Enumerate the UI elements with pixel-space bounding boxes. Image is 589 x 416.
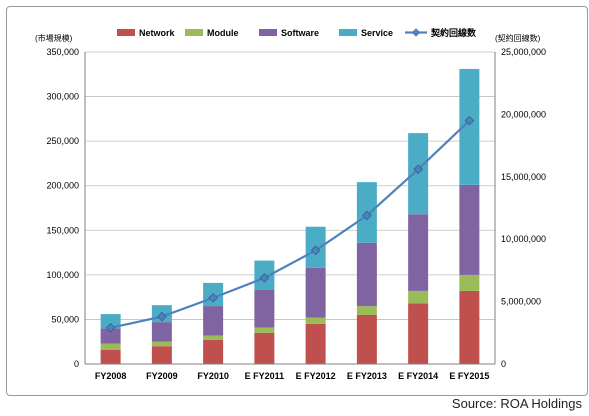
bar-segment-module [356, 306, 377, 315]
right-tick-label: 25,000,000 [501, 47, 546, 57]
line-series [105, 115, 475, 333]
bar-segment-network [151, 346, 172, 364]
bar-segment-network [459, 290, 480, 364]
category-label: FY2010 [197, 371, 229, 381]
category-label: E FY2013 [347, 371, 387, 381]
category-label: E FY2011 [245, 371, 285, 381]
bar-segment-module [203, 335, 224, 340]
bar-segment-software [305, 267, 326, 318]
bar-segment-module [254, 327, 275, 333]
bar-segment-software [151, 322, 172, 342]
legend-label: Network [139, 28, 176, 38]
line-point [464, 115, 475, 126]
left-tick-label: 200,000 [46, 181, 79, 191]
bar-segment-module [305, 317, 326, 324]
legend-swatch [185, 29, 203, 36]
bar-segment-module [459, 274, 480, 291]
line-point [413, 164, 423, 175]
legend-label: Software [281, 28, 319, 38]
bar-segment-module [100, 343, 121, 350]
legend-swatch [339, 29, 357, 36]
bar-segment-module [408, 290, 429, 304]
legend-label: Module [207, 28, 239, 38]
category-label: E FY2015 [449, 371, 489, 381]
bar-segment-network [408, 303, 429, 364]
right-tick-label: 10,000,000 [501, 234, 546, 244]
gridlines [85, 51, 495, 365]
bar-segment-module [151, 341, 172, 347]
category-label: FY2008 [95, 371, 127, 381]
right-axis-unit: (契約回線数) [495, 33, 541, 43]
bar-segment-software [203, 306, 224, 336]
source-note: Source: ROA Holdings [451, 396, 582, 411]
bar-segment-network [356, 314, 377, 364]
legend-swatch [259, 29, 277, 36]
left-tick-label: 150,000 [46, 225, 79, 235]
line-series-path [110, 119, 471, 329]
bar-segment-network [203, 339, 224, 364]
right-tick-label: 5,000,000 [501, 297, 541, 307]
left-tick-label: 100,000 [46, 270, 79, 280]
left-tick-label: 50,000 [51, 314, 79, 324]
line-point [208, 293, 218, 303]
line-point [105, 322, 116, 333]
left-tick-label: 300,000 [46, 92, 79, 102]
bar-series [100, 68, 480, 364]
left-tick-label: 350,000 [46, 47, 79, 57]
right-tick-label: 0 [501, 359, 506, 369]
bar-segment-network [254, 332, 275, 364]
line-point [310, 245, 321, 256]
bar-segment-network [305, 323, 326, 364]
right-tick-label: 15,000,000 [501, 172, 546, 182]
market-chart: 0 50,000 100,000 150,000 200,000 250,000 300,0… [35, 27, 546, 381]
legend-label: 契約回線数 [430, 27, 477, 38]
category-label: E FY2012 [296, 371, 336, 381]
legend-line-marker [411, 28, 421, 37]
line-point [362, 210, 372, 221]
axes: 0 50,000 100,000 150,000 200,000 250,000 300,0… [46, 47, 546, 381]
left-axis-unit: (市場規模) [35, 33, 73, 43]
line-point [157, 311, 167, 322]
line-point [259, 273, 270, 283]
bar-segment-software [254, 290, 275, 328]
bar-segment-service [459, 68, 480, 185]
left-tick-label: 0 [74, 359, 79, 369]
bar-segment-network [100, 349, 121, 364]
right-tick-label: 20,000,000 [501, 109, 546, 119]
legend: Network Module Software Service 契約回線数 [117, 27, 477, 38]
bar-segment-software [408, 214, 429, 291]
legend-swatch [117, 29, 135, 36]
bar-segment-software [356, 242, 377, 307]
left-tick-label: 250,000 [46, 136, 79, 146]
bar-segment-service [100, 314, 121, 329]
legend-label: Service [361, 28, 393, 38]
category-label: E FY2014 [398, 371, 438, 381]
category-label: FY2009 [146, 371, 178, 381]
bar-segment-software [100, 328, 121, 344]
bar-segment-software [459, 184, 480, 275]
chart-frame: 0 50,000 100,000 150,000 200,000 250,000 300,0… [6, 6, 588, 396]
